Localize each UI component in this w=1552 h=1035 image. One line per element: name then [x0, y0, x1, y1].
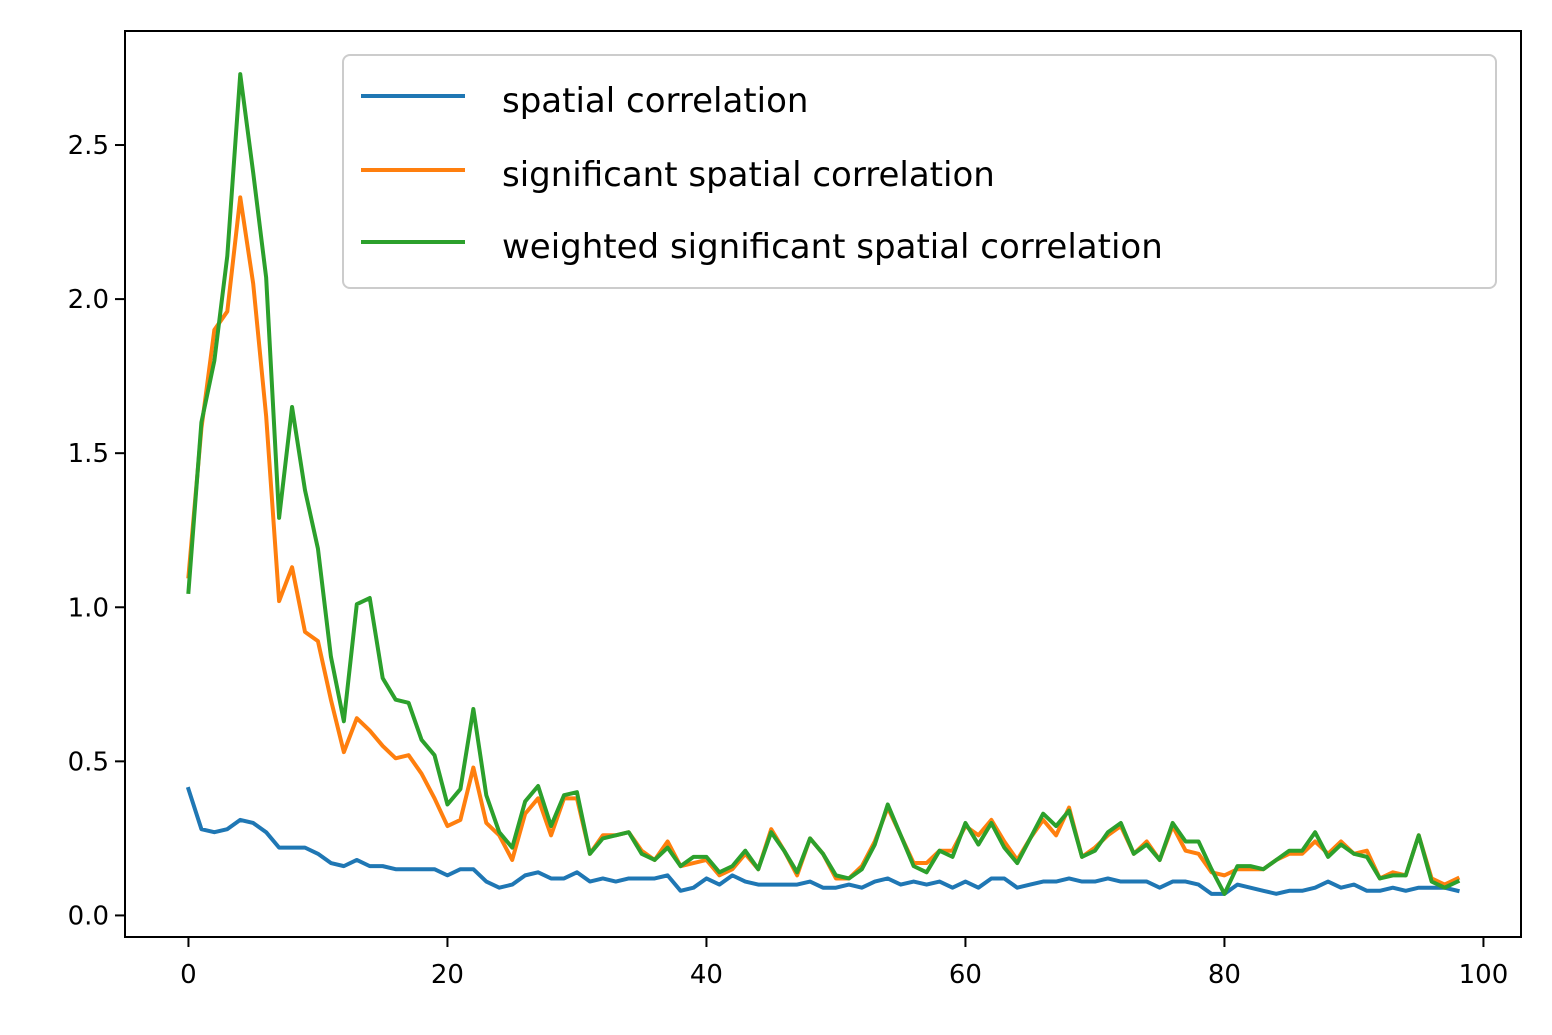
legend: spatial correlation significant spatial … [342, 54, 1497, 289]
y-tick-label: 0.5 [68, 747, 109, 777]
legend-label-significant-spatial-correlation: significant spatial correlation [502, 155, 995, 195]
x-tick-label: 20 [431, 960, 464, 990]
x-tick-label: 60 [949, 960, 982, 990]
series-line-weighted-significant-spatial-correlation [186, 72, 1461, 896]
series-layer [185, 72, 1461, 896]
y-tick-label: 1.5 [68, 439, 109, 469]
series-line-spatial-correlation [185, 786, 1460, 896]
legend-label-spatial-correlation: spatial correlation [502, 81, 808, 121]
y-tick-label: 0.0 [68, 901, 109, 931]
x-tick-label: 40 [690, 960, 723, 990]
legend-label-weighted-significant-spatial-correlation: weighted significant spatial correlation [502, 227, 1163, 267]
y-tick-label: 1.0 [68, 593, 109, 623]
x-tick-label: 0 [180, 960, 197, 990]
y-axis: 0.0 0.5 1.0 1.5 2.0 2.5 [68, 131, 125, 931]
x-axis: 0 20 40 60 80 100 [180, 937, 1508, 990]
y-tick-label: 2.5 [68, 131, 109, 161]
legend-box [342, 54, 1497, 289]
x-tick-label: 80 [1208, 960, 1241, 990]
plot-frame [124, 30, 1522, 938]
y-tick-label: 2.0 [68, 285, 109, 315]
x-tick-label: 100 [1459, 960, 1509, 990]
